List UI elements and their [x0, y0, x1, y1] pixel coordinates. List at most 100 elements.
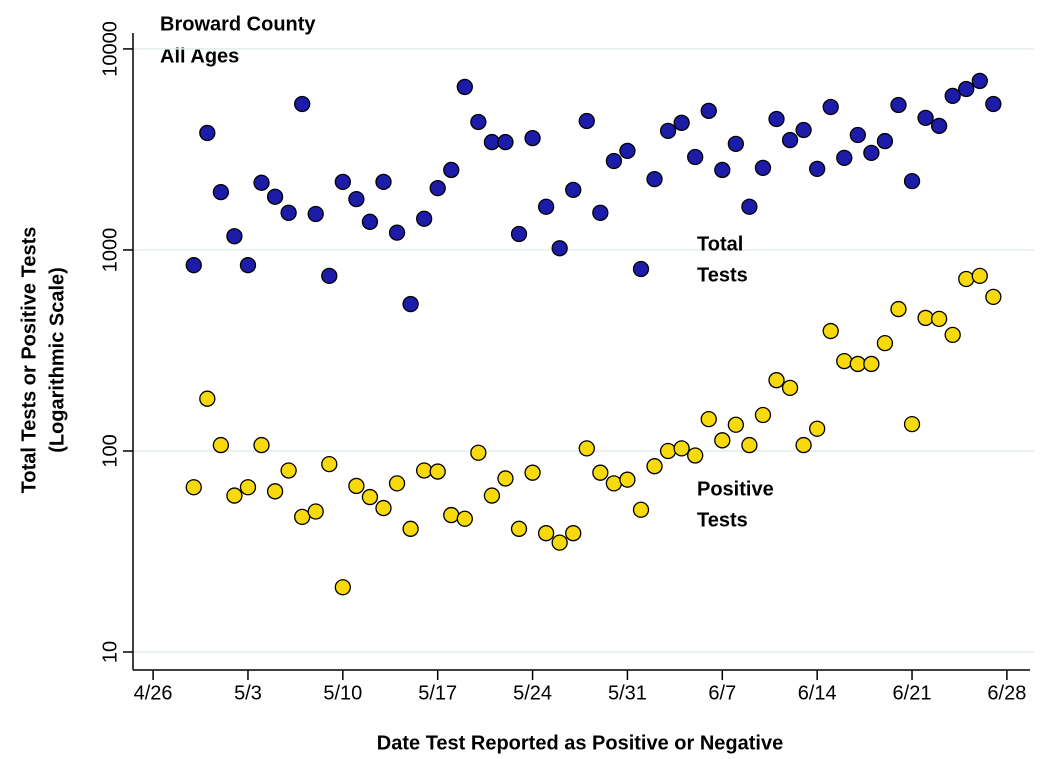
- x-tick-label: 6/7: [708, 682, 736, 704]
- point: [714, 432, 731, 449]
- point: [307, 503, 324, 520]
- point: [687, 447, 704, 464]
- point: [483, 133, 501, 151]
- x-tick-label: 5/17: [418, 682, 457, 704]
- point: [971, 267, 988, 285]
- point: [930, 310, 948, 328]
- point: [741, 436, 758, 454]
- y-axis-label: (Logarithmic Scale): [46, 267, 68, 453]
- y-tick-label: 10000: [99, 21, 121, 77]
- x-tick-label: 5/10: [323, 682, 362, 704]
- point: [592, 464, 609, 481]
- point: [239, 257, 257, 274]
- point: [348, 190, 365, 208]
- point: [863, 144, 880, 162]
- point: [944, 87, 961, 105]
- point: [537, 525, 555, 542]
- point: [524, 464, 541, 481]
- point: [958, 270, 975, 288]
- point: [199, 124, 216, 142]
- point: [470, 444, 487, 461]
- point: [781, 379, 799, 397]
- point: [781, 131, 799, 149]
- point: [659, 122, 677, 140]
- point: [958, 80, 975, 98]
- point: [944, 326, 961, 344]
- x-tick-label: 6/21: [893, 682, 932, 704]
- chart-title: Broward County: [160, 13, 316, 35]
- point: [388, 475, 406, 492]
- point: [605, 475, 623, 492]
- point: [673, 114, 690, 131]
- point: [402, 295, 419, 313]
- series-label: Positive: [697, 478, 774, 500]
- point: [226, 228, 243, 245]
- point: [212, 436, 230, 454]
- point: [510, 225, 528, 243]
- point: [985, 95, 1002, 113]
- point: [768, 372, 785, 389]
- point: [836, 352, 853, 370]
- x-tick-label: 6/14: [798, 682, 837, 704]
- y-tick-label: 10: [99, 641, 121, 663]
- point: [266, 483, 284, 500]
- point: [917, 309, 934, 327]
- point: [890, 300, 907, 318]
- point: [822, 322, 839, 340]
- point: [266, 188, 284, 205]
- point: [849, 126, 866, 144]
- point: [903, 415, 921, 433]
- point: [768, 110, 785, 128]
- point: [876, 132, 894, 150]
- point: [361, 213, 379, 230]
- point: [619, 142, 636, 160]
- point: [876, 334, 894, 352]
- x-tick-label: 5/31: [608, 682, 647, 704]
- point: [565, 181, 582, 199]
- point: [497, 133, 514, 151]
- point: [741, 198, 758, 215]
- x-tick-label: 5/24: [513, 682, 552, 704]
- point: [809, 420, 826, 437]
- y-tick-label: 100: [99, 434, 121, 467]
- point: [646, 458, 663, 475]
- point: [605, 152, 623, 170]
- point: [388, 224, 406, 241]
- series-label: Total: [697, 233, 743, 255]
- point: [930, 117, 948, 135]
- point: [348, 477, 365, 495]
- point: [700, 410, 717, 428]
- point: [917, 109, 934, 127]
- point: [321, 267, 338, 285]
- x-axis-label: Date Test Reported as Positive or Negati…: [377, 732, 783, 754]
- point: [226, 487, 243, 504]
- point: [551, 240, 568, 257]
- point: [727, 416, 745, 433]
- point: [334, 173, 351, 191]
- chart-title: All Ages: [160, 45, 239, 67]
- point: [809, 160, 826, 178]
- point: [429, 463, 446, 480]
- point: [456, 510, 473, 527]
- point: [280, 204, 297, 221]
- point: [294, 95, 311, 113]
- x-tick-label: 4/26: [134, 682, 173, 704]
- series-label: Tests: [697, 264, 748, 286]
- point: [185, 479, 202, 496]
- point: [551, 534, 568, 551]
- point: [659, 442, 677, 460]
- point: [714, 161, 731, 179]
- y-tick-label: 1000: [99, 228, 121, 273]
- y-axis-label: Total Tests or Positive Tests: [18, 227, 40, 494]
- point: [375, 499, 392, 517]
- point: [985, 288, 1002, 306]
- point: [890, 96, 907, 114]
- point: [334, 579, 351, 596]
- point: [510, 520, 528, 537]
- point: [537, 198, 555, 215]
- point: [754, 406, 772, 424]
- point: [903, 172, 921, 190]
- point: [185, 257, 202, 274]
- point: [578, 112, 595, 130]
